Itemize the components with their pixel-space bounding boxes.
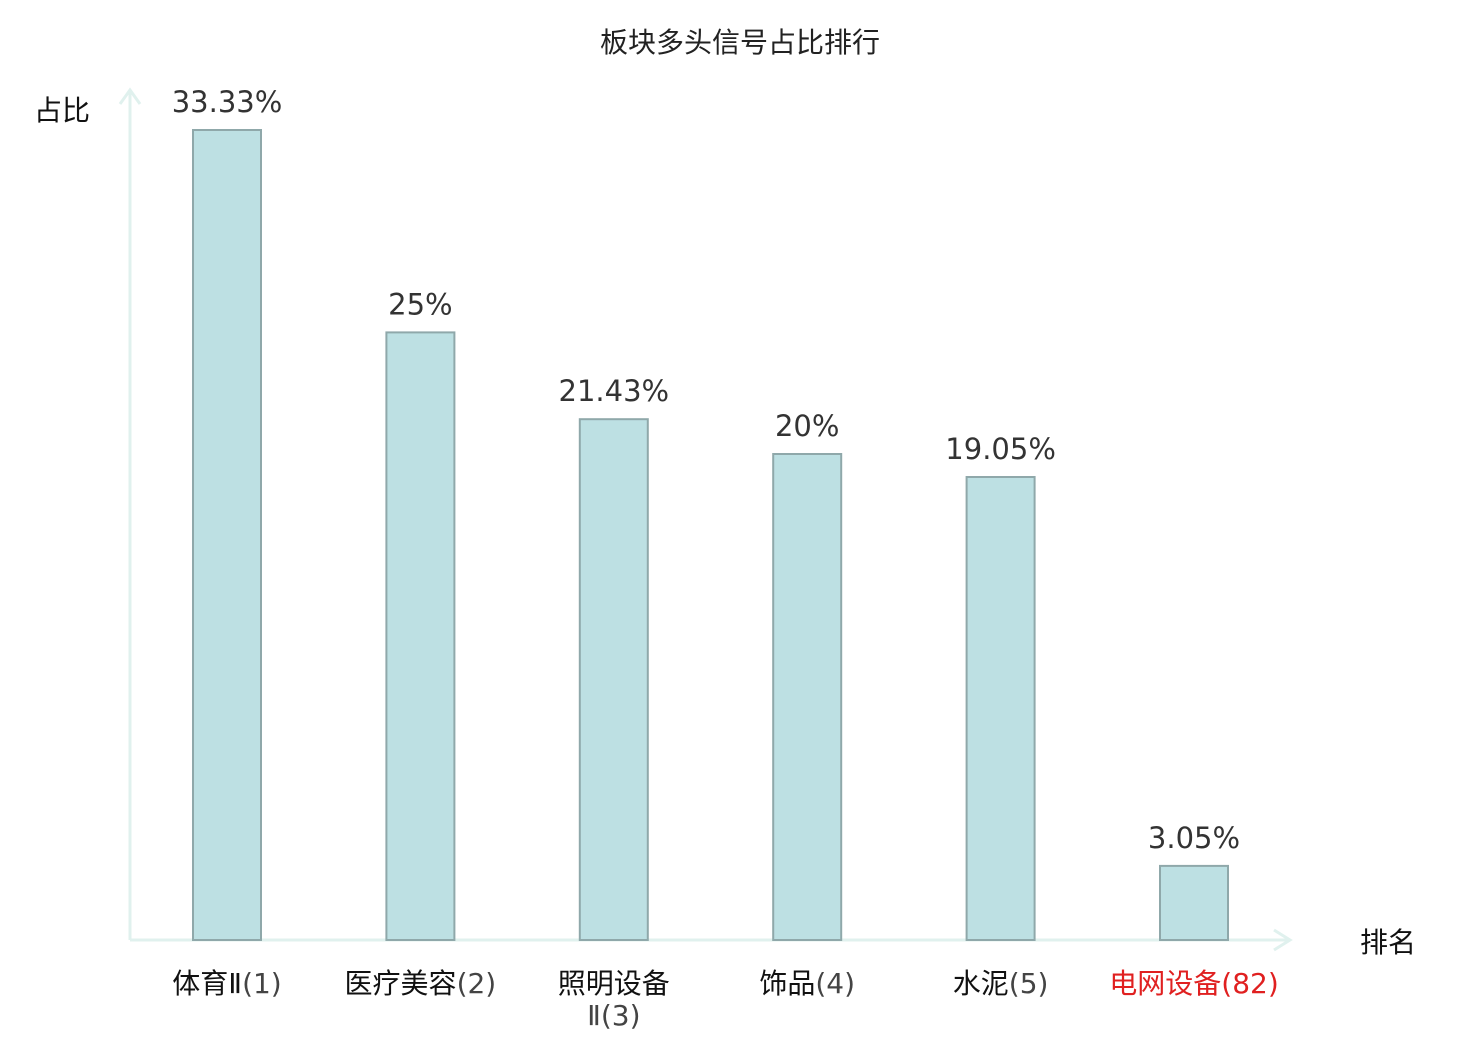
x-axis-label: 排名 [1360, 926, 1416, 959]
value-label-3: 21.43% [559, 374, 670, 408]
category-label-6: 电网设备(82) [1109, 967, 1279, 1000]
bar-6 [1159, 864, 1229, 942]
category-name: 饰品 [759, 967, 815, 1000]
y-axis-label: 占比 [34, 94, 90, 127]
category-rank: (1) [242, 967, 282, 1000]
bar-5 [965, 476, 1036, 941]
category-rank: (82) [1221, 967, 1278, 1000]
value-label-2: 25% [388, 287, 452, 321]
category-rank: (2) [457, 967, 497, 1000]
category-label-4: 饰品(4) [759, 967, 855, 1000]
bar-2 [385, 331, 456, 941]
value-label-4: 20% [775, 409, 839, 443]
category-rank: (5) [1009, 967, 1049, 1000]
value-labels: 33.33% 25% 21.43% 20% 19.05% 3.05% [172, 85, 1240, 855]
category-label-3: 照明设备 [558, 967, 670, 1000]
category-name: 照明设备 [558, 967, 670, 1000]
bars [192, 129, 1229, 942]
category-name: 医疗美容 [345, 967, 457, 1000]
bar-4 [772, 453, 843, 941]
bar-1 [192, 129, 262, 941]
category-label-3-line2: Ⅱ(3) [587, 999, 640, 1032]
category-label-1: 体育Ⅱ(1) [172, 967, 281, 1000]
category-name: 水泥 [953, 967, 1009, 1000]
axes [118, 87, 1293, 952]
category-name: 电网设备 [1109, 967, 1221, 1000]
category-name: 体育Ⅱ [172, 967, 242, 1000]
y-axis-arrow [118, 87, 142, 105]
category-rank: (3) [601, 999, 641, 1032]
category-name-suffix: Ⅱ [587, 999, 601, 1032]
category-rank: (4) [815, 967, 855, 1000]
category-label-2: 医疗美容(2) [345, 967, 497, 1000]
chart-title: 板块多头信号占比排行 [600, 26, 880, 59]
value-label-6: 3.05% [1148, 821, 1240, 855]
bar-3 [578, 418, 649, 941]
value-label-1: 33.33% [172, 85, 283, 119]
x-axis-arrow [1273, 928, 1293, 952]
category-label-5: 水泥(5) [953, 967, 1049, 1000]
value-label-5: 19.05% [945, 432, 1056, 466]
